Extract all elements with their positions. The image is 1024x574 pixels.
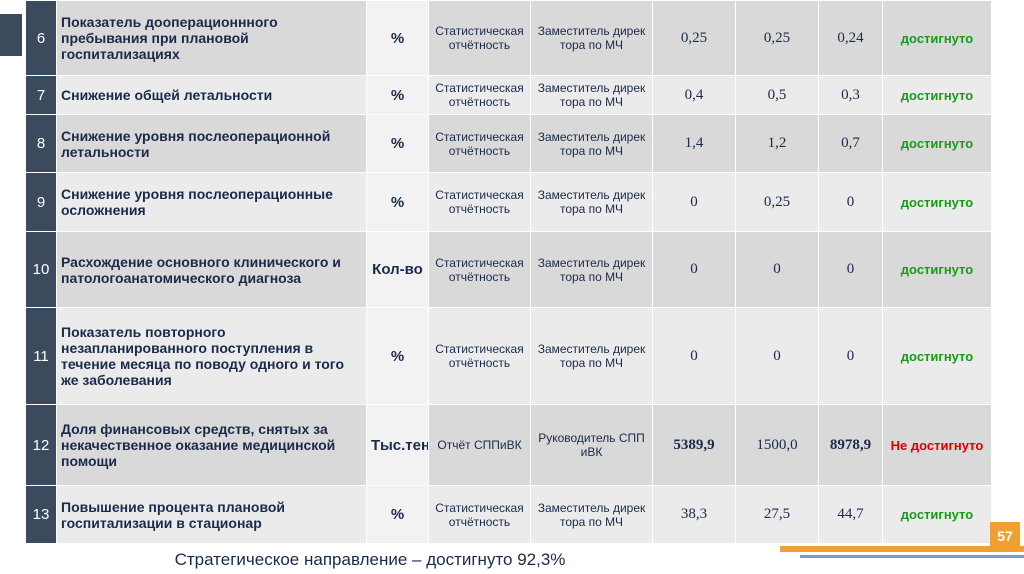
status: достигнуто: [882, 114, 992, 173]
value: 8978,9: [818, 404, 883, 486]
value: 0: [652, 231, 736, 308]
status: достигнуто: [882, 307, 992, 405]
source: Статистическая отчётность: [428, 75, 531, 115]
left-accent: [0, 14, 22, 56]
footer-text: Стратегическое направление – достигнуто …: [174, 550, 566, 569]
unit: %: [366, 114, 429, 173]
status: достигнуто: [882, 231, 992, 308]
unit: %: [366, 485, 429, 544]
value: 0: [818, 172, 883, 232]
value: 0: [652, 172, 736, 232]
indicator: Расхождение основного клинического и пат…: [56, 231, 367, 308]
status: достигнуто: [882, 172, 992, 232]
responsible: Заместитель директора по МЧ: [530, 0, 653, 76]
table-row: 10 Расхождение основного клинического и п…: [25, 231, 992, 308]
table-row: 13 Повышение процента плановой госпитализ…: [25, 485, 992, 544]
source: Статистическая отчётность: [428, 485, 531, 544]
indicator: Снижение уровня послеоперационные осложн…: [56, 172, 367, 232]
source: Статистическая отчётность: [428, 114, 531, 173]
value: 0,25: [735, 172, 819, 232]
unit: Кол-во: [366, 231, 429, 308]
row-number: 7: [25, 75, 57, 115]
table-row: 6 Показатель дооперационнного пребывания …: [25, 0, 992, 76]
row-number: 8: [25, 114, 57, 173]
value: 44,7: [818, 485, 883, 544]
source: Отчёт СППиВК: [428, 404, 531, 486]
unit: %: [366, 75, 429, 115]
table-row: 11 Показатель повторного незапланированно…: [25, 307, 992, 405]
value: 38,3: [652, 485, 736, 544]
responsible: Заместитель директора по МЧ: [530, 172, 653, 232]
row-number: 12: [25, 404, 57, 486]
value: 1500,0: [735, 404, 819, 486]
row-number: 11: [25, 307, 57, 405]
responsible: Заместитель директора по МЧ: [530, 231, 653, 308]
status: достигнуто: [882, 0, 992, 76]
value: 0,3: [818, 75, 883, 115]
responsible: Заместитель директора по МЧ: [530, 75, 653, 115]
value: 0: [735, 307, 819, 405]
row-number: 10: [25, 231, 57, 308]
value: 1,2: [735, 114, 819, 173]
row-number: 6: [25, 0, 57, 76]
value: 0,4: [652, 75, 736, 115]
table-row: 7 Снижение общей летальности% Статистическ…: [25, 75, 992, 115]
value: 0,24: [818, 0, 883, 76]
value: 0,25: [735, 0, 819, 76]
indicator: Снижение общей летальности: [56, 75, 367, 115]
indicator: Показатель повторного незапланированного…: [56, 307, 367, 405]
source: Статистическая отчётность: [428, 307, 531, 405]
table-row: 12 Доля финансовых средств, снятых за нек…: [25, 404, 992, 486]
status: достигнуто: [882, 485, 992, 544]
value: 0,25: [652, 0, 736, 76]
responsible: Заместитель директора по МЧ: [530, 485, 653, 544]
orange-stripe: [780, 546, 1024, 552]
indicator: Показатель дооперационнного пребывания п…: [56, 0, 367, 76]
indicator: Снижение уровня послеоперационной леталь…: [56, 114, 367, 173]
page-number: 57: [990, 522, 1020, 550]
source: Статистическая отчётность: [428, 172, 531, 232]
value: 1,4: [652, 114, 736, 173]
unit: %: [366, 0, 429, 76]
status: Не достигнуто: [882, 404, 992, 486]
blue-stripe: [800, 555, 1024, 558]
row-number: 13: [25, 485, 57, 544]
table: 6 Показатель дооперационнного пребывания …: [25, 0, 992, 544]
source: Статистическая отчётность: [428, 0, 531, 76]
indicator: Повышение процента плановой госпитализац…: [56, 485, 367, 544]
value: 0,5: [735, 75, 819, 115]
unit: Тыс.тенге: [366, 404, 429, 486]
unit: %: [366, 172, 429, 232]
indicator: Доля финансовых средств, снятых за некач…: [56, 404, 367, 486]
value: 27,5: [735, 485, 819, 544]
value: 5389,9: [652, 404, 736, 486]
table-row: 9 Снижение уровня послеоперационные ослож…: [25, 172, 992, 232]
responsible: Заместитель директора по МЧ: [530, 114, 653, 173]
table-row: 8 Снижение уровня послеоперационной летал…: [25, 114, 992, 173]
row-number: 9: [25, 172, 57, 232]
status: достигнуто: [882, 75, 992, 115]
value: 0: [818, 231, 883, 308]
value: 0: [652, 307, 736, 405]
responsible: Заместитель директора по МЧ: [530, 307, 653, 405]
value: 0,7: [818, 114, 883, 173]
value: 0: [818, 307, 883, 405]
source: Статистическая отчётность: [428, 231, 531, 308]
unit: %: [366, 307, 429, 405]
value: 0: [735, 231, 819, 308]
responsible: Руководитель СППиВК: [530, 404, 653, 486]
